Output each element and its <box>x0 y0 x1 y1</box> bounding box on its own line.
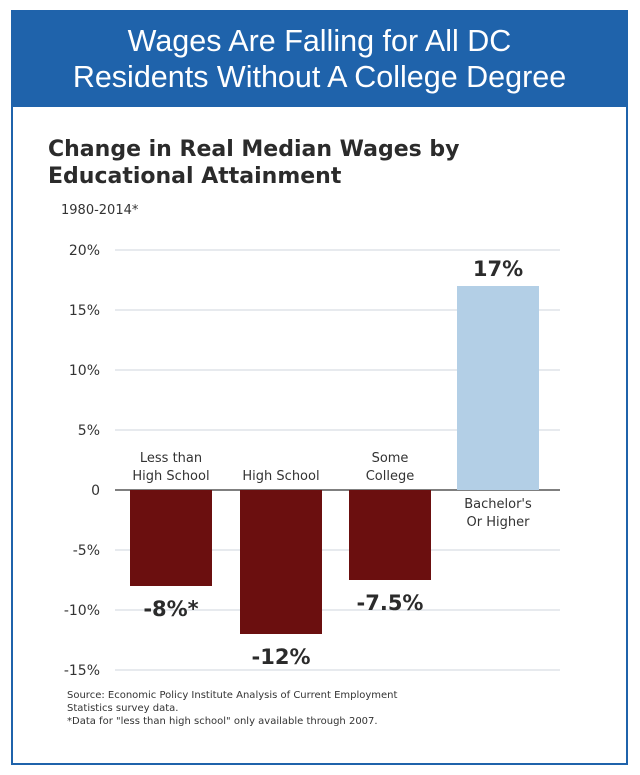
y-tick-label: 20% <box>69 243 100 259</box>
data-label: -8%* <box>143 597 198 621</box>
chart-subtitle: 1980-2014* <box>61 203 139 218</box>
category-label: College <box>366 469 415 484</box>
category-label: Less than <box>140 451 202 466</box>
y-tick-label: 10% <box>69 363 100 379</box>
bar <box>457 286 539 490</box>
y-tick-label: 15% <box>69 303 100 319</box>
y-tick-label: 5% <box>78 423 100 439</box>
source-line-3: *Data for "less than high school" only a… <box>67 716 378 727</box>
chart-title-line-1: Change in Real Median Wages by <box>48 137 460 162</box>
data-label: 17% <box>473 257 523 281</box>
category-label: Or Higher <box>467 515 531 530</box>
banner: Wages Are Falling for All DC Residents W… <box>13 12 626 107</box>
bar <box>240 490 322 634</box>
chart-title: Change in Real Median Wages by Education… <box>48 136 568 190</box>
chart-title-line-2: Educational Attainment <box>48 164 342 189</box>
bar <box>349 490 431 580</box>
source-line-1: Source: Economic Policy Institute Analys… <box>67 690 398 701</box>
banner-title-line-2: Residents Without A College Degree <box>72 60 567 94</box>
banner-title-line-1: Wages Are Falling for All DC <box>127 24 512 58</box>
y-tick-label: 0 <box>91 483 100 499</box>
y-tick-label: -15% <box>64 663 100 679</box>
data-label: -12% <box>252 645 311 669</box>
y-tick-label: -10% <box>64 603 100 619</box>
bar <box>130 490 212 586</box>
y-tick-label: -5% <box>73 543 100 559</box>
category-label: Bachelor's <box>464 497 532 512</box>
category-label: Some <box>372 451 409 466</box>
source-note: Source: Economic Policy Institute Analys… <box>67 689 587 728</box>
category-label: High School <box>242 469 319 484</box>
data-label: -7.5% <box>357 591 424 615</box>
source-line-2: Statistics survey data. <box>67 703 179 714</box>
category-label: High School <box>132 469 209 484</box>
